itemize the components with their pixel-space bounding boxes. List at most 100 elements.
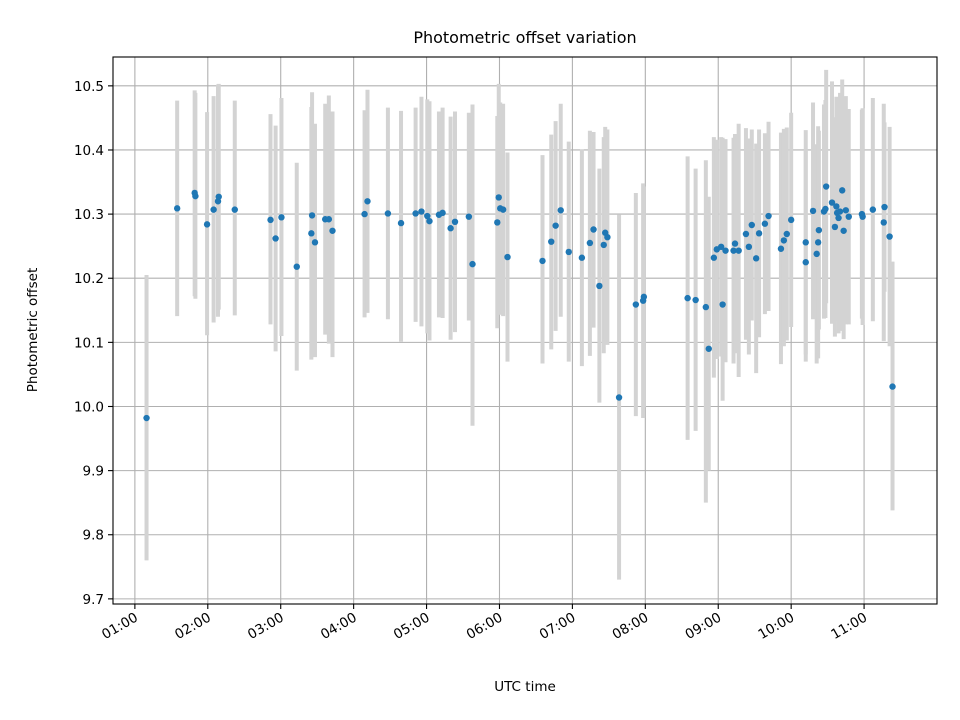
data-point <box>615 394 623 401</box>
y-tick-label: 10.5 <box>74 79 104 95</box>
data-point <box>836 208 844 215</box>
data-point <box>783 230 790 238</box>
data-point <box>640 293 648 301</box>
data-point <box>822 205 829 213</box>
data-point <box>418 208 425 215</box>
data-point <box>494 219 501 226</box>
data-point <box>802 239 809 246</box>
data-point <box>809 207 817 215</box>
y-axis-label: Photometric offset <box>25 268 41 392</box>
data-point <box>539 257 546 265</box>
chart-title: Photometric offset variation <box>413 28 636 47</box>
data-point <box>325 216 333 223</box>
data-point <box>203 221 211 228</box>
data-point <box>717 243 725 251</box>
data-point <box>215 193 222 200</box>
point-layer <box>143 183 896 422</box>
data-point <box>278 214 285 221</box>
data-point <box>143 414 150 422</box>
data-point <box>839 187 846 194</box>
y-tick-label: 10.4 <box>74 143 104 159</box>
y-tick-label: 10.1 <box>74 335 104 351</box>
data-point <box>780 237 788 244</box>
data-point <box>845 213 852 220</box>
data-point <box>590 226 597 233</box>
data-point <box>777 245 785 252</box>
data-point <box>859 213 866 220</box>
data-point <box>495 194 502 201</box>
data-point <box>557 207 564 214</box>
data-point <box>231 206 238 213</box>
data-point <box>880 219 887 226</box>
plot-frame <box>112 56 938 605</box>
data-point <box>600 241 607 249</box>
data-point <box>833 203 840 210</box>
data-point <box>210 206 217 213</box>
data-point <box>881 203 888 211</box>
data-point <box>329 227 336 234</box>
data-point <box>578 254 586 261</box>
data-point <box>439 209 446 217</box>
data-point <box>308 212 316 219</box>
data-point <box>308 230 315 237</box>
data-point <box>802 259 809 266</box>
data-point <box>684 294 691 302</box>
data-point <box>710 254 718 261</box>
data-point <box>293 263 300 270</box>
data-point <box>822 183 830 190</box>
data-point <box>173 205 181 212</box>
data-point <box>828 199 836 206</box>
data-point <box>604 233 611 241</box>
data-point <box>552 222 559 229</box>
data-point <box>499 206 507 213</box>
data-point <box>886 233 893 240</box>
data-point <box>424 212 431 220</box>
y-tick-label: 9.7 <box>83 592 104 608</box>
data-point <box>596 282 603 290</box>
data-point <box>742 230 750 238</box>
data-point <box>815 226 823 234</box>
y-tick-label: 9.8 <box>83 528 104 544</box>
tick-layer: 01:00 02:00 03:00 04:00 05:00 06:00 07:00 08:00… <box>74 79 870 643</box>
data-point <box>835 214 842 222</box>
data-point <box>272 235 279 242</box>
data-point <box>719 301 726 308</box>
data-point <box>361 210 368 218</box>
data-point <box>730 247 737 254</box>
data-point <box>842 207 850 214</box>
data-point <box>548 238 555 245</box>
data-point <box>702 303 710 311</box>
data-point <box>761 220 769 227</box>
data-point <box>752 255 760 262</box>
data-point <box>565 248 572 256</box>
data-point <box>447 225 454 232</box>
data-point <box>840 227 847 234</box>
data-point <box>745 243 753 251</box>
data-point <box>311 239 319 246</box>
data-point <box>765 212 772 220</box>
data-point <box>364 198 371 205</box>
data-point <box>831 223 839 231</box>
data-point <box>813 250 820 258</box>
data-point <box>451 218 459 226</box>
data-point <box>469 260 476 268</box>
data-point <box>426 217 433 225</box>
data-point <box>397 219 405 227</box>
data-point <box>748 221 755 229</box>
data-point <box>889 383 896 390</box>
x-axis-label: UTC time <box>494 679 556 695</box>
data-point <box>722 247 729 254</box>
data-point <box>705 345 712 352</box>
data-point <box>632 301 640 308</box>
data-point <box>787 216 795 224</box>
y-tick-label: 10.3 <box>74 207 104 223</box>
data-point <box>814 239 822 246</box>
data-point <box>384 210 392 217</box>
y-tick-label: 10.0 <box>74 399 104 415</box>
data-point <box>504 253 511 261</box>
data-point <box>586 239 594 247</box>
data-point <box>267 216 274 224</box>
y-tick-label: 10.2 <box>74 271 104 287</box>
data-point <box>192 192 199 200</box>
y-tick-label: 9.9 <box>83 464 104 480</box>
